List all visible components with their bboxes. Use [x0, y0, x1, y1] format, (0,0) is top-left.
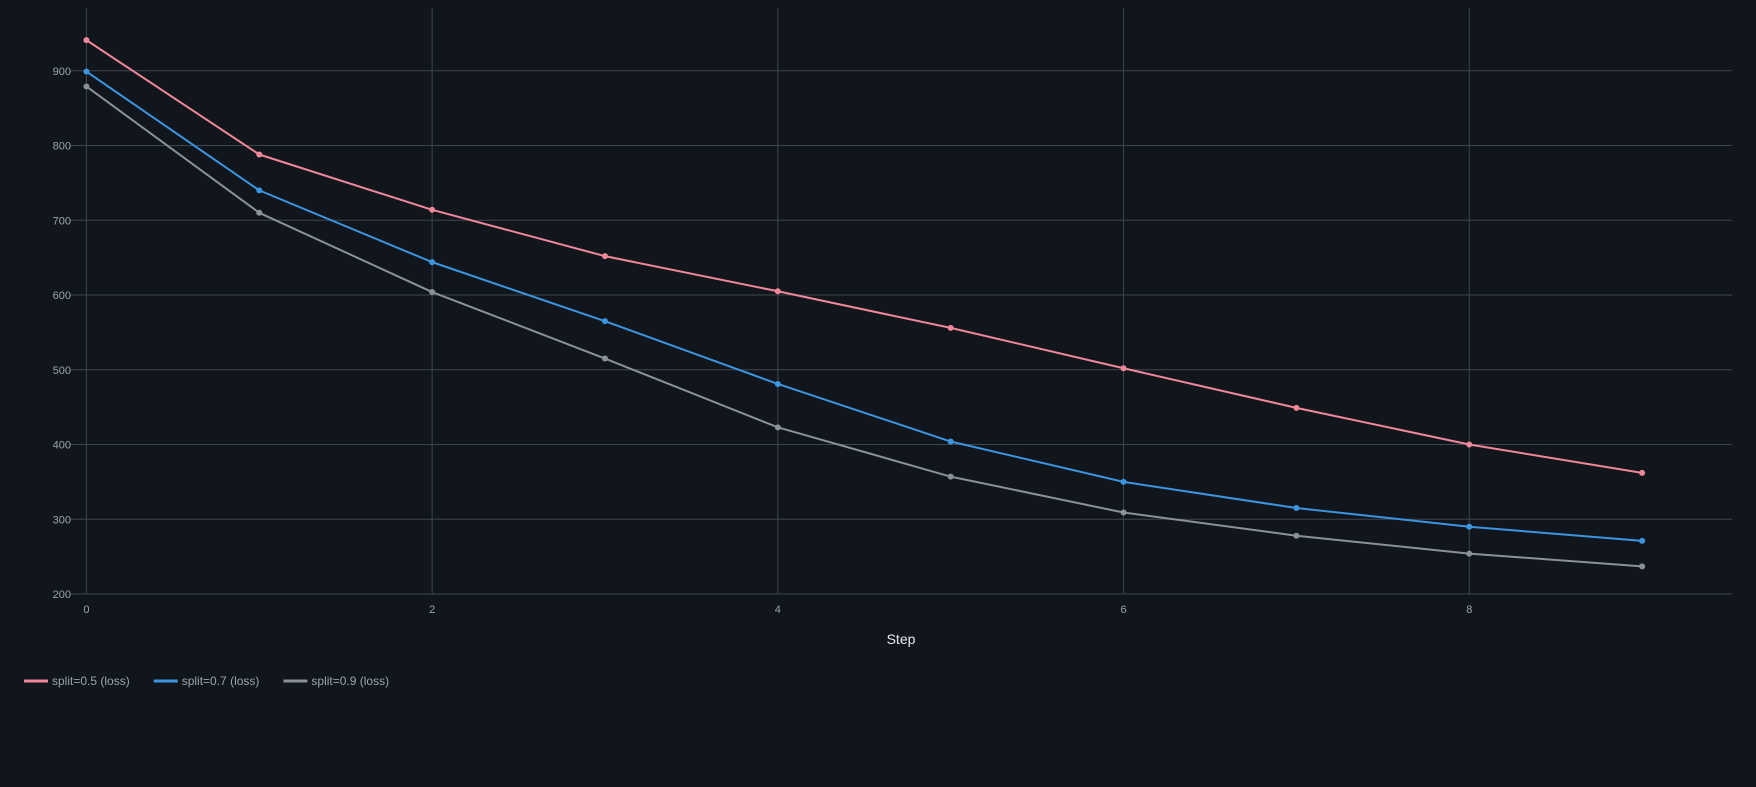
legend-item[interactable]: split=0.7 (loss) — [153, 674, 260, 688]
data-point — [601, 318, 608, 325]
data-point — [256, 209, 263, 216]
data-point — [1293, 404, 1300, 411]
data-point — [1466, 441, 1473, 448]
data-point — [83, 37, 90, 44]
data-point — [947, 473, 954, 480]
x-axis-title: Step — [887, 631, 916, 647]
data-point — [601, 253, 608, 260]
legend-item[interactable]: split=0.5 (loss) — [24, 674, 130, 688]
data-point — [429, 206, 436, 213]
data-point — [1639, 469, 1646, 476]
data-point — [256, 187, 263, 194]
data-point — [83, 83, 90, 90]
data-point — [947, 438, 954, 445]
y-tick-label: 700 — [53, 215, 71, 227]
series-0 — [83, 37, 1646, 476]
series-1 — [83, 68, 1646, 544]
data-point — [1120, 478, 1127, 485]
data-point — [429, 259, 436, 266]
tick-labels: 200 300 400 500 600 700 800 900 0 2 4 6 8 — [53, 66, 1473, 616]
series-layer — [83, 37, 1646, 570]
data-point — [1120, 509, 1127, 516]
data-point — [1466, 550, 1473, 557]
data-point — [1639, 537, 1646, 544]
legend[interactable]: split=0.5 (loss) split=0.7 (loss) split=0.… — [24, 674, 389, 688]
data-point — [1120, 365, 1127, 372]
y-tick-label: 500 — [53, 365, 71, 377]
data-point — [1293, 532, 1300, 539]
data-point — [1466, 523, 1473, 530]
y-tick-label: 900 — [53, 66, 71, 78]
data-point — [774, 288, 781, 295]
y-tick-label: 200 — [53, 589, 71, 601]
y-tick-label: 800 — [53, 141, 71, 153]
data-point — [774, 380, 781, 387]
data-point — [601, 355, 608, 362]
data-point — [947, 324, 954, 331]
data-point — [256, 151, 263, 158]
data-point — [83, 68, 90, 75]
legend-item[interactable]: split=0.9 (loss) — [283, 674, 389, 688]
legend-label: split=0.9 (loss) — [311, 674, 389, 688]
series-line — [85, 39, 1643, 474]
y-tick-label: 300 — [53, 514, 71, 526]
series-line — [85, 70, 1643, 542]
data-point — [1639, 563, 1646, 570]
x-tick-label: 2 — [429, 604, 435, 616]
y-tick-label: 400 — [53, 440, 71, 452]
x-tick-label: 4 — [775, 604, 781, 616]
x-tick-label: 8 — [1466, 604, 1472, 616]
series-2 — [83, 83, 1646, 570]
data-point — [429, 289, 436, 296]
legend-label: split=0.7 (loss) — [182, 674, 260, 688]
series-line — [85, 85, 1643, 568]
x-tick-label: 0 — [83, 604, 89, 616]
legend-label: split=0.5 (loss) — [52, 674, 130, 688]
y-tick-label: 600 — [53, 290, 71, 302]
x-tick-label: 6 — [1120, 604, 1126, 616]
grid — [70, 8, 1732, 595]
data-point — [774, 424, 781, 431]
data-point — [1293, 505, 1300, 512]
